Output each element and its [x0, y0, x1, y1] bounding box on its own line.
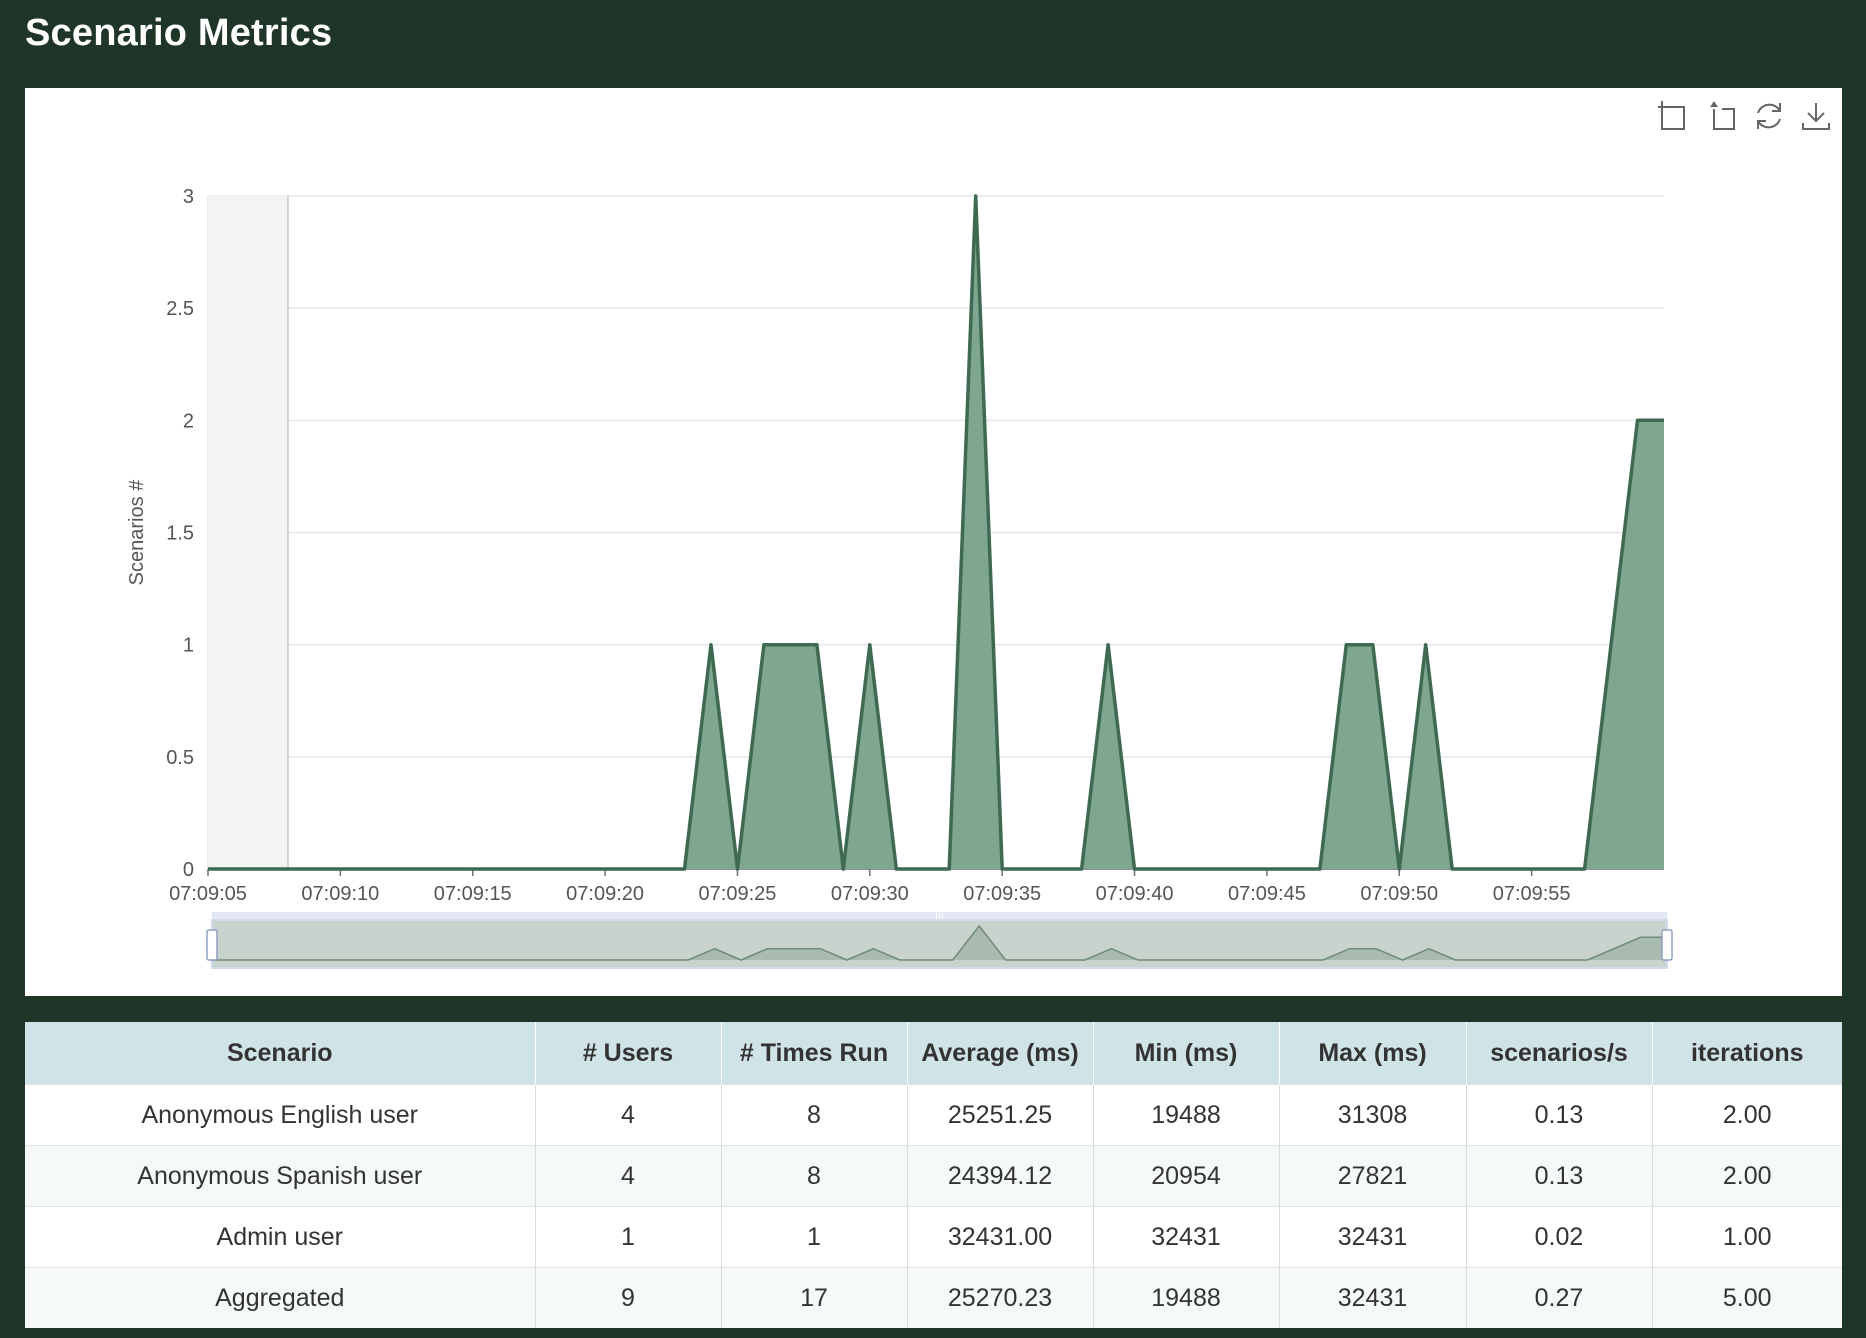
chart-toolbox — [1658, 101, 1829, 129]
table-cell: 1 — [721, 1207, 907, 1268]
table-cell: Anonymous English user — [25, 1085, 535, 1146]
x-axis: 07:09:05 07:09:10 07:09:15 07:09:20 07:09:25… — [169, 869, 1664, 905]
zoom-icon[interactable] — [1658, 101, 1684, 129]
y-axis-ticks: 0 0.5 1 1.5 2 2.5 3 — [166, 186, 194, 881]
table-cell: 32431 — [1279, 1268, 1466, 1329]
table-row: Anonymous Spanish user 4 8 24394.12 2095… — [25, 1146, 1842, 1207]
zoom-handle-left[interactable] — [207, 930, 217, 960]
table-cell: 4 — [535, 1085, 721, 1146]
table-cell: 0.02 — [1466, 1207, 1652, 1268]
column-header[interactable]: # Times Run — [721, 1022, 907, 1085]
table-cell: Admin user — [25, 1207, 535, 1268]
x-tick-label: 07:09:20 — [566, 883, 644, 905]
x-tick-label: 07:09:50 — [1360, 883, 1438, 905]
column-header[interactable]: # Users — [535, 1022, 721, 1085]
x-tick-label: 07:09:05 — [169, 883, 247, 905]
table-cell: 31308 — [1279, 1085, 1466, 1146]
table-cell: 32431 — [1279, 1207, 1466, 1268]
scenario-metrics-table: Scenario # Users # Times Run Average (ms… — [25, 1022, 1842, 1328]
page-title: Scenario Metrics — [25, 12, 332, 55]
metrics-table-panel: Scenario # Users # Times Run Average (ms… — [25, 1022, 1842, 1318]
table-cell: 1 — [535, 1207, 721, 1268]
table-cell: Anonymous Spanish user — [25, 1146, 535, 1207]
zoom-selected-range — [212, 920, 1667, 968]
table-cell: 25270.23 — [907, 1268, 1093, 1329]
y-tick-label: 0 — [183, 859, 194, 881]
table-cell: 17 — [721, 1268, 907, 1329]
table-row: Aggregated 9 17 25270.23 19488 32431 0.2… — [25, 1268, 1842, 1329]
y-tick-label: 1.5 — [166, 523, 194, 545]
table-cell: 9 — [535, 1268, 721, 1329]
y-tick-label: 2 — [183, 410, 194, 432]
table-cell: 32431 — [1093, 1207, 1279, 1268]
x-tick-label: 07:09:30 — [831, 883, 909, 905]
table-row: Admin user 1 1 32431.00 32431 32431 0.02… — [25, 1207, 1842, 1268]
table-cell: 27821 — [1279, 1146, 1466, 1207]
download-icon[interactable] — [1803, 103, 1829, 129]
zoom-reset-icon[interactable] — [1710, 101, 1734, 129]
x-tick-label: 07:09:40 — [1096, 883, 1174, 905]
table-cell: 0.13 — [1466, 1085, 1652, 1146]
column-header[interactable]: iterations — [1652, 1022, 1842, 1085]
table-cell: 0.13 — [1466, 1146, 1652, 1207]
table-cell: 8 — [721, 1146, 907, 1207]
y-tick-label: 1 — [183, 635, 194, 657]
x-tick-label: 07:09:45 — [1228, 883, 1306, 905]
chart-panel: 0 0.5 1 1.5 2 2.5 3 07:09:05 07:09:10 07:09:15 07… — [25, 88, 1842, 996]
y-axis-label: Scenarios # — [126, 479, 148, 585]
y-tick-label: 3 — [183, 186, 194, 208]
y-tick-label: 0.5 — [166, 747, 194, 769]
x-tick-label: 07:09:25 — [699, 883, 777, 905]
data-zoom-slider[interactable] — [207, 912, 1672, 968]
column-header[interactable]: Scenario — [25, 1022, 535, 1085]
table-cell: 8 — [721, 1085, 907, 1146]
column-header[interactable]: Average (ms) — [907, 1022, 1093, 1085]
x-tick-label: 07:09:15 — [434, 883, 512, 905]
table-cell: 32431.00 — [907, 1207, 1093, 1268]
restore-icon[interactable] — [1758, 103, 1780, 129]
table-cell: 19488 — [1093, 1268, 1279, 1329]
table-cell: Aggregated — [25, 1268, 535, 1329]
table-cell: 24394.12 — [907, 1146, 1093, 1207]
table-cell: 0.27 — [1466, 1268, 1652, 1329]
scenarios-chart[interactable]: 00.511.522.53 07:09:05 07:09:10 07:09:15 07… — [25, 88, 1842, 996]
y-tick-label: 2.5 — [166, 298, 194, 320]
column-header[interactable]: Min (ms) — [1093, 1022, 1279, 1085]
table-cell: 25251.25 — [907, 1085, 1093, 1146]
table-cell: 5.00 — [1652, 1268, 1842, 1329]
column-header[interactable]: Max (ms) — [1279, 1022, 1466, 1085]
table-cell: 2.00 — [1652, 1085, 1842, 1146]
column-header[interactable]: scenarios/s — [1466, 1022, 1652, 1085]
table-cell: 1.00 — [1652, 1207, 1842, 1268]
hover-band — [208, 196, 288, 869]
zoom-handle-right[interactable] — [1662, 930, 1672, 960]
x-tick-label: 07:09:55 — [1493, 883, 1571, 905]
chart-grid — [208, 196, 1664, 869]
table-cell: 4 — [535, 1146, 721, 1207]
x-tick-label: 07:09:35 — [963, 883, 1041, 905]
table-cell: 19488 — [1093, 1085, 1279, 1146]
x-tick-label: 07:09:10 — [301, 883, 379, 905]
table-header-row: Scenario # Users # Times Run Average (ms… — [25, 1022, 1842, 1085]
table-cell: 2.00 — [1652, 1146, 1842, 1207]
table-row: Anonymous English user 4 8 25251.25 1948… — [25, 1085, 1842, 1146]
table-cell: 20954 — [1093, 1146, 1279, 1207]
